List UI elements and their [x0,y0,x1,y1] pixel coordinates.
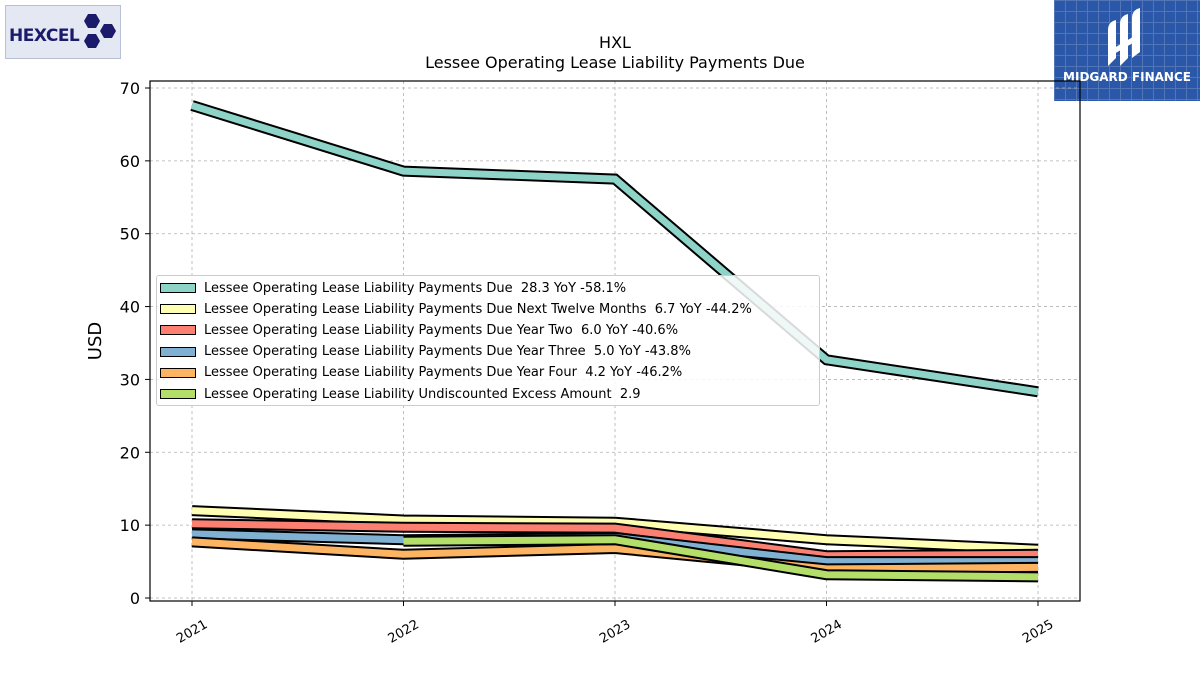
legend-swatch [160,346,196,357]
legend-swatch [160,389,196,399]
chart-legend: Lessee Operating Lease Liability Payment… [156,275,820,406]
legend-label: Lessee Operating Lease Liability Payment… [204,365,683,381]
chart-title: HXL [599,33,631,52]
series-layer [190,100,1039,583]
series-band-0 [190,102,1039,396]
y-tick-label: 10 [120,516,140,535]
y-tick-label: 60 [120,152,140,171]
y-tick-label: 20 [120,443,140,462]
x-tick-label: 2022 [386,617,422,647]
legend-swatch [160,283,196,293]
y-axis-label: USD [85,322,106,360]
y-tick-label: 40 [120,298,140,317]
legend-item: Lessee Operating Lease Liability Payment… [160,280,626,296]
series-band-2 [191,520,1039,560]
legend-label: Lessee Operating Lease Liability Payment… [204,322,679,338]
y-tick-label: 30 [120,370,140,389]
y-tick-label: 50 [120,225,140,244]
legend-label: Lessee Operating Lease Liability Payment… [204,280,627,296]
legend-item: Lessee Operating Lease Liability Payment… [160,322,678,338]
legend-item: Lessee Operating Lease Liability Undisco… [160,386,641,402]
series-band-1 [191,507,1039,553]
x-tick-label: 2024 [809,617,845,647]
midgard-finance-logo: MIDGARD FINANCE [1054,0,1200,101]
legend-label: Lessee Operating Lease Liability Payment… [204,344,691,360]
series-band-4 [191,538,1039,573]
legend-label: Lessee Operating Lease Liability Undisco… [204,386,641,402]
legend-swatch [160,304,196,315]
hexcel-logo-text: HEXCEL [9,26,80,46]
y-tick-label: 70 [120,79,140,98]
series-band-5 [403,536,1039,581]
legend-item: Lessee Operating Lease Liability Payment… [160,365,682,381]
y-tick-label: 0 [130,589,140,608]
legend-item: Lessee Operating Lease Liability Payment… [160,344,691,360]
midgard-monogram-icon [1108,8,1140,66]
x-tick-label: 2021 [174,617,210,647]
midgard-logo-text: MIDGARD FINANCE [1063,70,1191,84]
hexcel-logo: HEXCEL [5,5,121,59]
legend-label: Lessee Operating Lease Liability Payment… [204,301,752,317]
legend-item: Lessee Operating Lease Liability Payment… [160,301,752,317]
chart-subtitle: Lessee Operating Lease Liability Payment… [425,53,805,72]
x-tick-label: 2025 [1020,617,1056,647]
x-tick-label: 2023 [597,617,633,647]
legend-swatch [160,367,196,378]
legend-swatch [160,325,196,336]
hexagon-cluster-icon [84,14,116,48]
